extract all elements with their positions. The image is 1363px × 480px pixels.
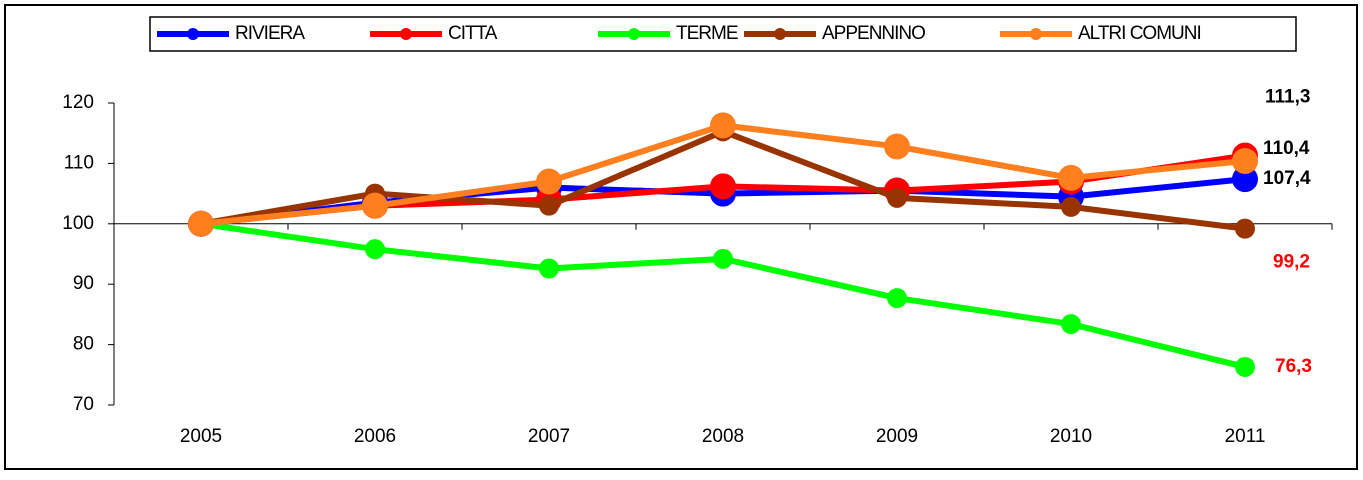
legend-marker <box>774 28 786 40</box>
data-point <box>887 288 907 309</box>
legend-label: APPENNINO <box>822 23 925 44</box>
data-point <box>887 187 907 208</box>
data-point <box>539 258 559 279</box>
data-point <box>710 112 736 139</box>
data-point <box>539 195 559 216</box>
legend-label: TERME <box>676 23 738 44</box>
data-point <box>713 248 733 269</box>
chart-border <box>4 4 1358 470</box>
y-tick-label: 120 <box>62 92 94 113</box>
data-point <box>1061 314 1081 335</box>
data-label: 99,2 <box>1273 252 1310 273</box>
x-tick-label: 2009 <box>876 426 918 447</box>
x-tick-label: 2007 <box>528 426 570 447</box>
data-point <box>1235 218 1255 239</box>
data-label: 76,3 <box>1275 356 1312 377</box>
legend-marker <box>187 28 199 40</box>
data-point <box>1232 166 1258 193</box>
data-point <box>536 168 562 195</box>
x-tick-label: 2005 <box>180 426 222 447</box>
y-tick-label: 110 <box>64 152 94 173</box>
legend-marker <box>400 28 412 40</box>
legend-marker <box>628 28 640 40</box>
y-tick-label: 100 <box>62 213 94 234</box>
data-label: 111,3 <box>1265 87 1310 108</box>
legend-box <box>149 16 1297 52</box>
legend-label: ALTRI COMUNI <box>1078 23 1201 44</box>
y-tick-label: 80 <box>73 334 94 355</box>
x-tick-label: 2010 <box>1050 426 1092 447</box>
data-point <box>1061 196 1081 217</box>
data-point <box>188 210 214 237</box>
data-label: 110,4 <box>1263 138 1310 159</box>
data-point <box>1235 356 1255 377</box>
legend-label: RIVIERA <box>235 23 305 44</box>
data-point <box>1058 164 1084 191</box>
x-tick-label: 2008 <box>702 426 744 447</box>
data-point <box>710 173 736 200</box>
data-point <box>884 133 910 160</box>
y-tick-label: 70 <box>73 394 94 415</box>
x-tick-label: 2006 <box>354 426 396 447</box>
data-point <box>365 239 385 260</box>
legend-label: CITTA <box>448 23 498 44</box>
data-point <box>1232 147 1258 174</box>
data-label: 107,4 <box>1263 168 1311 189</box>
legend-marker <box>1030 28 1042 40</box>
data-point <box>362 192 388 219</box>
x-tick-label: 2011 <box>1225 426 1266 447</box>
y-tick-label: 90 <box>73 273 94 294</box>
